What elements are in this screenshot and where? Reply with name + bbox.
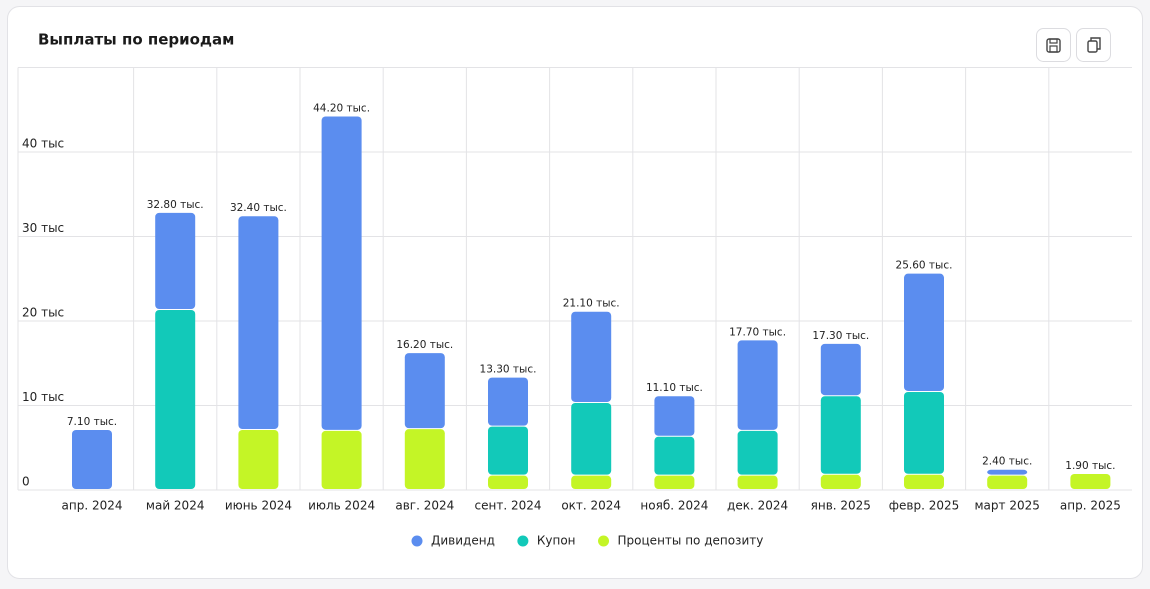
bar-segment: [987, 469, 1028, 475]
bar-segment: [1070, 473, 1111, 489]
bar-segment: [72, 430, 112, 489]
x-tick-label: июнь 2024: [225, 499, 292, 513]
total-label: 1.90 тыс.: [1065, 460, 1115, 472]
x-tick-label: авг. 2024: [395, 499, 454, 513]
total-label: 32.40 тыс.: [230, 202, 287, 214]
total-label: 32.80 тыс.: [147, 199, 204, 211]
bar-segment: [904, 391, 944, 474]
y-tick-label: 40 тыс: [22, 137, 64, 151]
bar-segment: [737, 340, 778, 430]
x-tick-label: май 2024: [146, 499, 205, 513]
bar-segment: [654, 396, 695, 436]
bar-segment: [654, 475, 695, 489]
bar-segment: [404, 429, 445, 489]
bar-segment: [488, 426, 528, 475]
y-tick-label: 0: [22, 475, 30, 489]
total-label: 17.30 тыс.: [812, 330, 869, 342]
bar-segment: [571, 475, 612, 489]
x-tick-label: апр. 2025: [1060, 499, 1121, 513]
y-tick-label: 30 тыс: [22, 221, 64, 235]
bar-segment: [571, 402, 612, 475]
bar-segment: [820, 343, 861, 396]
bar-segment: [155, 310, 196, 489]
total-label: 25.60 тыс.: [896, 260, 953, 272]
x-tick-label: апр. 2024: [62, 499, 123, 513]
bar-segment: [904, 273, 944, 391]
x-tick-label: сент. 2024: [475, 499, 542, 513]
save-button[interactable]: [1036, 28, 1071, 62]
total-label: 17.70 тыс.: [729, 326, 786, 338]
legend-label: Дивиденд: [431, 534, 495, 548]
bar-segment: [404, 353, 445, 429]
legend-marker: [598, 535, 610, 547]
bar-segment: [238, 216, 279, 430]
legend-label: Проценты по депозиту: [618, 534, 764, 548]
total-label: 2.40 тыс.: [982, 456, 1032, 468]
legend-marker: [517, 535, 529, 547]
y-tick-label: 20 тыс: [22, 306, 64, 320]
bar-segment: [321, 116, 362, 430]
bar-segment: [820, 474, 861, 489]
total-label: 13.30 тыс.: [480, 364, 537, 376]
bar-segment: [904, 474, 944, 489]
bar-segment: [238, 430, 279, 489]
x-tick-label: март 2025: [975, 499, 1040, 513]
bar-segment: [987, 475, 1028, 489]
bar-segment: [737, 475, 778, 489]
x-tick-label: июль 2024: [308, 499, 375, 513]
y-tick-label: 10 тыс: [22, 390, 64, 404]
bar-segment: [488, 475, 528, 489]
bar-segment: [654, 436, 695, 475]
bar-segment: [155, 212, 196, 310]
x-tick-label: февр. 2025: [889, 499, 960, 513]
bar-segment: [571, 311, 612, 402]
copy-button[interactable]: [1076, 28, 1111, 62]
x-tick-label: янв. 2025: [811, 499, 871, 513]
total-label: 16.20 тыс.: [396, 339, 453, 351]
total-label: 11.10 тыс.: [646, 382, 703, 394]
x-tick-label: нояб. 2024: [640, 499, 708, 513]
legend-marker: [411, 535, 423, 547]
bar-segment: [820, 396, 861, 474]
legend-label: Купон: [537, 534, 576, 548]
total-label: 44.20 тыс.: [313, 103, 370, 115]
x-tick-label: окт. 2024: [561, 499, 621, 513]
chart-title: Выплаты по периодам: [38, 31, 234, 49]
bar-segment: [488, 377, 528, 426]
total-label: 21.10 тыс.: [563, 298, 620, 310]
bar-segment: [321, 430, 362, 489]
bar-segment: [737, 430, 778, 475]
total-label: 7.10 тыс.: [67, 416, 117, 428]
x-tick-label: дек. 2024: [727, 499, 788, 513]
